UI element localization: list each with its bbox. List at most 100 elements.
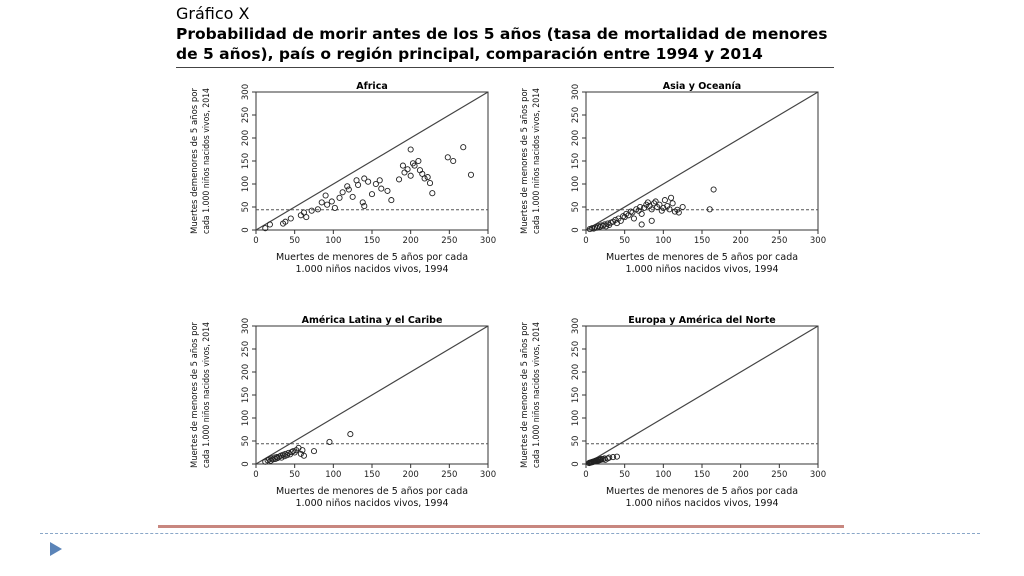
diagonal-line [585,325,819,465]
y-tick-label: 200 [241,364,251,380]
data-point [376,177,383,184]
data-point [424,174,431,181]
y-tick-label: 150 [241,153,251,169]
bottom-accent-bar [158,525,844,528]
x-tick-label: 200 [733,236,749,246]
y-tick-label: 50 [241,436,251,447]
data-point [652,198,659,205]
data-point [660,204,667,211]
data-point [303,214,310,221]
data-point [590,225,597,232]
data-point [399,162,406,169]
slide-title: Gráfico X Probabilidad de morir antes de… [176,4,836,64]
data-point [407,172,414,179]
x-tick-label: 50 [289,236,300,246]
data-point [407,146,414,153]
data-point [282,218,289,225]
x-tick-label: 300 [480,470,496,480]
x-tick-label: 50 [619,236,630,246]
x-axis-label: Muertes de menores de 5 años por cada [276,486,468,497]
data-point [606,454,613,461]
panel-asia-oceania: Asia y Oceanía 0 50 100 150 200 250 300 0 50 100 15… [510,80,830,292]
data-point [328,198,335,205]
data-point [599,222,607,229]
y-tick-label: 250 [241,107,251,123]
data-point [355,181,362,188]
play-arrow-icon[interactable] [50,542,62,556]
data-point [679,203,686,211]
y-axis-label: Muertes demenores de 5 años por [190,87,200,234]
x-axis-label: Muertes de menores de 5 años por cada [606,252,798,263]
y-tick-label: 250 [241,341,251,357]
data-point [361,175,368,182]
x-axis-label: 1.000 niños nacidos vivos, 1994 [295,264,448,275]
diagonal-line [585,91,819,231]
data-point [300,209,307,216]
data-point [299,447,306,454]
data-point [426,180,434,187]
data-point [262,225,269,232]
data-point [593,224,600,231]
data-point [384,187,391,194]
y-tick-label: 300 [241,84,251,100]
panel-title: Europa y América del Norte [628,315,775,326]
data-point [429,190,436,197]
x-tick-label: 300 [810,236,826,246]
y-axis-label: Muertes de menores de 5 años por [520,321,530,468]
data-point [675,209,682,216]
data-point [467,171,475,178]
data-point [638,221,645,228]
y-tick-label: 250 [571,107,581,123]
x-tick-label: 150 [694,470,710,480]
data-point [345,186,352,193]
x-tick-label: 300 [480,236,496,246]
x-tick-label: 100 [655,470,671,480]
data-point [361,203,368,210]
data-point [460,144,467,151]
data-point [669,200,676,207]
y-axis-label: cada 1.000 niños nacidos vivos, 2014 [202,88,212,234]
x-tick-label: 50 [619,470,630,480]
data-point [287,215,294,222]
data-point [310,448,318,455]
data-point [613,453,620,460]
x-axis-label: 1.000 niños nacidos vivos, 1994 [625,498,778,509]
y-tick-label: 200 [571,364,581,380]
y-tick-label: 150 [571,153,581,169]
y-tick-label: 0 [571,461,581,466]
data-point [661,197,668,204]
data-point [388,197,395,204]
x-tick-label: 250 [771,236,787,246]
data-point [344,183,351,190]
scatter-plot-1: Asia y Oceanía 0 50 100 150 200 250 300 0 50 100 15… [520,81,826,275]
data-point [666,206,673,213]
y-tick-label: 100 [241,176,251,192]
data-point [706,206,713,213]
y-tick-label: 100 [571,176,581,192]
x-tick-label: 0 [583,470,588,480]
x-axis-label: 1.000 niños nacidos vivos, 1994 [295,498,448,509]
data-point [597,456,604,463]
data-point [629,209,636,216]
diagonal-line [255,91,489,231]
x-tick-label: 250 [771,470,787,480]
panel-title: América Latina y el Caribe [302,315,443,326]
data-point [318,199,325,206]
data-point [368,191,376,198]
data-point [596,223,603,230]
data-point [324,201,331,208]
data-point [339,189,346,196]
x-tick-label: 150 [694,236,710,246]
x-tick-label: 100 [655,236,671,246]
x-tick-label: 250 [441,236,457,246]
data-point [656,201,663,208]
panel-africa: Africa 0 50 100 150 200 250 300 0 50 100 150 200 250 3… [180,80,500,292]
x-tick-label: 50 [289,470,300,480]
data-point [637,203,644,211]
x-tick-label: 0 [253,470,258,480]
y-tick-label: 250 [571,341,581,357]
data-point [401,169,408,176]
y-axis-label: cada 1.000 niños nacidos vivos, 2014 [202,322,212,468]
x-tick-label: 0 [583,236,588,246]
scatter-plot-3: Europa y América del Norte 0 50 100 150 200 25… [520,315,826,509]
